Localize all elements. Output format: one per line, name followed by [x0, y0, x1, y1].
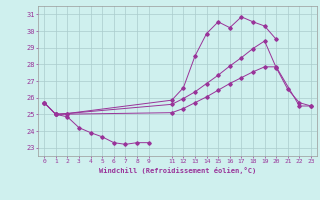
- X-axis label: Windchill (Refroidissement éolien,°C): Windchill (Refroidissement éolien,°C): [99, 167, 256, 174]
